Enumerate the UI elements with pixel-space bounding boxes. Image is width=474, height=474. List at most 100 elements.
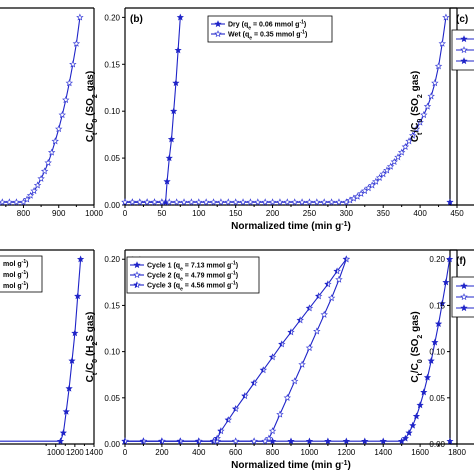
series-c-1	[446, 198, 454, 206]
series-e-3	[121, 255, 351, 445]
data-point	[420, 388, 428, 396]
x-tick-label-e: 1000	[301, 448, 319, 457]
data-point	[26, 191, 35, 199]
x-tick-label-e: 1800	[448, 448, 466, 457]
data-point	[434, 62, 443, 70]
data-point	[446, 255, 454, 263]
data-point	[372, 177, 380, 185]
data-point	[56, 437, 65, 445]
y-tick-label-b: 0.15	[104, 60, 120, 69]
y-axis-label-f: Ct/C0 (SO2 gas)	[410, 311, 424, 382]
data-point	[176, 437, 185, 445]
data-point	[431, 338, 439, 346]
data-point	[128, 198, 137, 206]
data-point	[77, 255, 85, 263]
data-point	[0, 198, 7, 206]
data-point	[259, 366, 268, 374]
y-tick-label-b: 0.20	[104, 13, 120, 22]
data-point	[438, 299, 446, 307]
data-point	[333, 267, 341, 275]
legend-entry: Dry (qe = 0.06 mmol g-1)	[228, 20, 306, 32]
data-point	[139, 437, 148, 445]
y-tick-label-e: 0.10	[104, 348, 120, 357]
data-point	[209, 198, 218, 206]
data-point	[268, 198, 277, 206]
data-point	[276, 198, 284, 206]
legend-c	[451, 29, 474, 71]
panel-label-c: (c)	[456, 14, 468, 25]
data-point	[342, 437, 350, 445]
data-point	[62, 96, 70, 104]
data-point	[290, 198, 299, 206]
data-point	[239, 198, 247, 206]
data-point	[397, 148, 406, 156]
y-tick-label-f: 0.10	[429, 348, 445, 357]
data-point	[65, 79, 74, 87]
data-point	[195, 198, 203, 206]
legend-entry: mol g-1)	[3, 281, 28, 290]
legend-marker	[460, 57, 468, 65]
data-point	[416, 118, 424, 126]
y-tick-label-f: 0.00	[429, 440, 445, 449]
data-point	[283, 393, 292, 401]
y-tick-label-f: 0.15	[429, 301, 445, 310]
data-point	[401, 142, 410, 151]
x-tick-label-d: 1200	[66, 448, 84, 457]
data-point	[217, 198, 225, 206]
data-point	[172, 79, 180, 87]
text-layer: 800 900 1000 0 50 100 150 200 250 300 350 400 450 0.0…	[0, 13, 474, 471]
data-point	[335, 198, 343, 206]
legend-box-d	[0, 255, 43, 293]
x-tick-label-a: 1000	[85, 209, 103, 218]
data-point	[320, 198, 328, 206]
data-point	[412, 125, 421, 133]
y-tick-label-f: 0.05	[429, 394, 445, 403]
data-point	[51, 137, 59, 145]
legend-f	[451, 276, 474, 318]
data-point	[158, 198, 166, 206]
data-point	[405, 137, 413, 145]
x-tick-label-b: 50	[157, 209, 166, 218]
legend-box-b	[207, 15, 333, 43]
legend-marker	[214, 20, 222, 28]
data-point	[379, 437, 387, 445]
legend-marker	[214, 30, 222, 38]
y-axis-label-e: Ct/C0 (H2S gas)	[85, 312, 99, 383]
x-tick-label-b: 100	[192, 209, 206, 218]
data-point	[5, 198, 14, 206]
x-tick-label-e: 400	[192, 448, 206, 457]
y-tick-label-e: 0.05	[104, 394, 120, 403]
legend-entry: Cycle 1 (qe = 7.13 mmol g-1)	[147, 261, 238, 273]
data-point	[195, 437, 203, 445]
data-point	[250, 437, 258, 445]
data-point	[298, 360, 306, 368]
x-axis-label-e: Normalized time (min g-1)	[231, 460, 351, 472]
series-line-e-3	[125, 258, 347, 442]
data-point	[278, 340, 286, 348]
x-tick-label-d: 1000	[47, 448, 65, 457]
data-point	[420, 111, 428, 119]
x-tick-label-e: 1400	[374, 448, 392, 457]
data-point	[213, 434, 221, 442]
x-tick-label-e: 200	[155, 448, 169, 457]
x-tick-label-b: 150	[229, 209, 243, 218]
data-point	[431, 79, 439, 87]
data-point	[386, 162, 395, 170]
y-tick-label-b: 0.10	[104, 107, 120, 116]
y-axis-label-b: Ct/C0 (SO2 gas)	[85, 71, 99, 142]
data-point	[30, 187, 38, 195]
legend-entry: mol g-1)	[3, 259, 28, 268]
y-tick-label-e: 0.15	[104, 301, 120, 310]
x-tick-label-a: 900	[52, 209, 66, 218]
data-point	[320, 310, 328, 318]
data-point	[265, 434, 273, 442]
data-point	[121, 437, 129, 445]
legend-marker	[133, 261, 141, 269]
data-point	[335, 275, 343, 283]
data-point	[442, 13, 450, 21]
legend-entry: Cycle 2 (qe = 4.79 mmol g-1)	[147, 271, 238, 283]
panel-label-b: (b)	[130, 14, 143, 25]
x-tick-label-e: 0	[123, 448, 128, 457]
legend-entry: mol g-1)	[3, 270, 28, 279]
data-point	[59, 429, 67, 436]
